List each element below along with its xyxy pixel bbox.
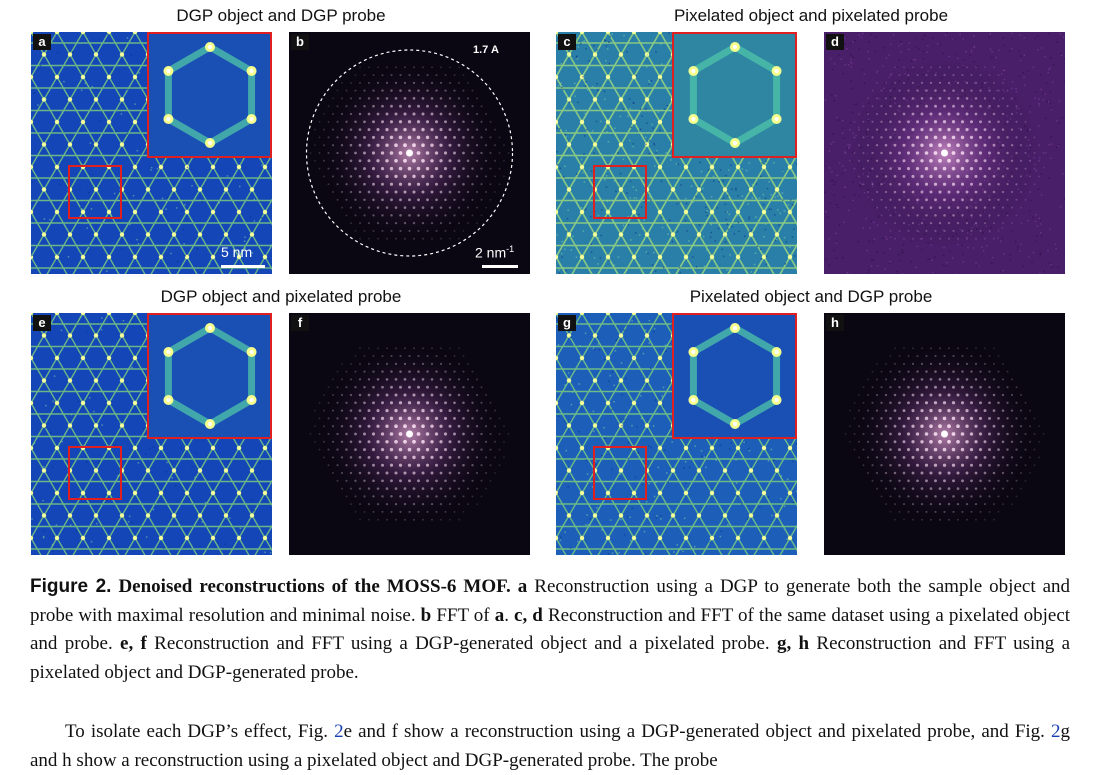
micrograph-image (31, 313, 272, 555)
fft-image (824, 32, 1065, 274)
panel-b-fft: b 1.7 A 2 nm-1 (289, 32, 530, 274)
caption-b-label: b (420, 604, 432, 626)
panel-g-reconstruction: g (556, 313, 797, 555)
panel-letter: a (33, 34, 51, 50)
panel-letter: e (33, 315, 51, 331)
figure-label: Figure 2. (30, 576, 112, 597)
scale-bar (221, 265, 265, 268)
caption-a-label: a (517, 576, 528, 597)
fft-image (824, 313, 1065, 555)
caption-cd-label: c, d (514, 604, 543, 626)
fft-image (289, 32, 530, 274)
scale-bar-base: 2 nm (475, 244, 507, 261)
micrograph-image (556, 32, 797, 274)
panel-f-fft: f (289, 313, 530, 555)
panel-e-reconstruction: e (31, 313, 272, 555)
scale-bar-exponent: -1 (506, 244, 515, 254)
caption-gh-label: g, h (776, 633, 810, 654)
caption-a-text: Reconstruction using a DGP to generate b… (30, 576, 1071, 626)
panel-d-fft: d (824, 32, 1065, 274)
panel-letter: g (558, 315, 576, 331)
panel-letter: h (826, 315, 844, 331)
group-title-dgp-pix: DGP object and pixelated probe (160, 287, 402, 306)
figure-caption: Figure 2. Denoised reconstructions of th… (30, 576, 1071, 683)
caption-ef-label: e, f (120, 633, 147, 654)
micrograph-image (31, 32, 272, 274)
body-paragraph: To isolate each DGP’s effect, Fig. 2e an… (30, 718, 1070, 775)
resolution-label: 1.7 A (473, 44, 499, 56)
micrograph-image (556, 313, 797, 555)
panel-a-reconstruction: a 5 nm (31, 32, 272, 274)
panel-letter: b (291, 34, 309, 50)
caption-b-ref: a (494, 604, 505, 626)
figure-reference-link[interactable]: 2 (1051, 721, 1061, 742)
panel-letter: f (291, 315, 309, 331)
caption-ef-text: Reconstruction and FFT using a DGP-gener… (154, 633, 770, 654)
group-title-dgp-dgp: DGP object and DGP probe (176, 6, 386, 25)
panel-letter: d (826, 34, 844, 50)
body-text-3: g and h show a reconstruction using a pi… (30, 721, 1071, 771)
scale-bar-label: 5 nm (221, 244, 253, 260)
panel-letter: c (558, 34, 576, 50)
figure-reference-link[interactable]: 2 (334, 721, 344, 742)
figure-title: Denoised reconstructions of the MOSS-6 M… (118, 576, 511, 597)
body-text-2: e and f show a reconstruction using a DG… (343, 721, 1045, 742)
fft-image (289, 313, 530, 555)
caption-cd-text: Reconstruction and FFT of the same datas… (30, 604, 1071, 655)
caption-b-text: FFT of (436, 604, 490, 626)
scale-bar-label: 2 nm-1 (475, 244, 514, 261)
panel-c-reconstruction: c (556, 32, 797, 274)
body-text-1: To isolate each DGP’s effect, Fig. (65, 721, 328, 742)
caption-gh-text: Reconstruction and FFT using a pixelated… (30, 633, 1071, 683)
group-title-pix-pix: Pixelated object and pixelated probe (673, 6, 949, 25)
group-title-pix-dgp: Pixelated object and DGP probe (689, 287, 933, 306)
panel-h-fft: h (824, 313, 1065, 555)
